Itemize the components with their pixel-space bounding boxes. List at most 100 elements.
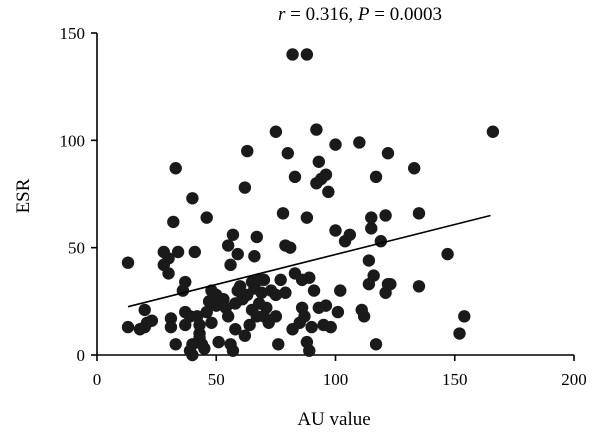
- data-point: [243, 318, 256, 332]
- data-point: [310, 123, 323, 136]
- x-tick-label: 0: [93, 370, 102, 389]
- data-point: [441, 247, 454, 261]
- data-point: [231, 247, 244, 261]
- data-point: [221, 239, 235, 252]
- data-point: [269, 288, 283, 302]
- data-point: [279, 286, 292, 299]
- data-point: [179, 275, 192, 289]
- data-point: [305, 320, 318, 334]
- data-point: [233, 280, 247, 293]
- data-point: [229, 323, 242, 336]
- data-point: [408, 162, 421, 175]
- data-point: [164, 312, 178, 325]
- x-tick-label: 200: [561, 370, 587, 389]
- data-point: [283, 241, 297, 254]
- data-point: [226, 344, 240, 357]
- data-point: [303, 271, 316, 284]
- data-point: [186, 192, 199, 205]
- data-point: [286, 48, 299, 61]
- data-point: [186, 348, 199, 362]
- data-point: [288, 170, 302, 184]
- data-point: [453, 327, 466, 340]
- data-point: [324, 320, 337, 334]
- data-point: [167, 215, 180, 229]
- data-point: [162, 252, 175, 265]
- data-point: [319, 299, 333, 312]
- data-point: [300, 211, 314, 224]
- x-tick-label: 100: [323, 370, 349, 389]
- data-point: [322, 185, 335, 199]
- title-r-symbol: r: [278, 4, 286, 25]
- data-point: [169, 338, 182, 351]
- data-point: [412, 280, 426, 293]
- ticks: 0 50 100 150 200 0 50 100 150: [60, 24, 587, 389]
- data-point: [381, 147, 395, 160]
- data-point: [384, 277, 397, 291]
- y-axis-label: ESR: [13, 178, 34, 213]
- data-point: [257, 273, 271, 287]
- data-point: [224, 258, 237, 272]
- fit-line-group: [127, 214, 491, 308]
- data-point: [365, 211, 378, 224]
- data-point: [138, 303, 151, 317]
- data-point: [248, 250, 261, 263]
- x-axis-label: AU value: [297, 409, 370, 430]
- data-point: [331, 305, 345, 319]
- data-point: [269, 125, 283, 138]
- data-point: [458, 310, 471, 323]
- data-point: [319, 168, 333, 181]
- data-point: [221, 310, 235, 323]
- data-point: [212, 335, 225, 349]
- data-point: [312, 155, 326, 168]
- data-point: [162, 267, 175, 280]
- data-point: [200, 211, 213, 224]
- data-point: [238, 181, 252, 194]
- regression-line: [127, 214, 491, 308]
- data-point: [343, 228, 357, 241]
- x-tick-label: 50: [208, 370, 225, 389]
- data-point: [329, 224, 342, 237]
- data-point: [307, 284, 321, 297]
- title-p-value: = 0.0003: [370, 4, 442, 25]
- data-point: [379, 209, 392, 222]
- data-point: [121, 320, 135, 334]
- data-point: [353, 136, 366, 149]
- title-p-symbol: P: [357, 4, 370, 25]
- data-point: [226, 228, 240, 241]
- data-point: [369, 338, 383, 351]
- data-point: [298, 310, 311, 323]
- data-point: [412, 207, 426, 220]
- data-point: [369, 170, 383, 184]
- data-point: [198, 342, 211, 355]
- data-point: [334, 284, 347, 297]
- data-point: [250, 230, 263, 244]
- data-point: [365, 222, 378, 235]
- data-point: [188, 245, 201, 259]
- chart-title: r = 0.316, P = 0.0003: [278, 4, 442, 25]
- y-tick-label: 0: [77, 346, 86, 365]
- data-point: [281, 147, 294, 160]
- y-tick-label: 50: [68, 239, 85, 258]
- title-r-value: = 0.316,: [285, 4, 357, 25]
- data-point: [274, 273, 287, 287]
- data-point: [362, 254, 376, 267]
- data-point: [255, 286, 268, 299]
- y-tick-label: 150: [60, 24, 86, 43]
- data-point: [260, 301, 273, 314]
- data-point: [205, 316, 218, 329]
- data-point: [329, 138, 342, 151]
- data-point: [272, 338, 285, 351]
- y-tick-label: 100: [60, 131, 86, 150]
- data-points: [121, 48, 500, 362]
- data-point: [121, 256, 135, 269]
- data-point: [193, 318, 206, 332]
- data-point: [200, 305, 213, 319]
- data-point: [367, 269, 380, 282]
- data-point: [164, 320, 178, 334]
- data-point: [357, 310, 371, 323]
- data-point: [238, 329, 252, 342]
- data-point: [145, 314, 159, 327]
- data-point: [269, 310, 283, 323]
- data-point: [303, 344, 316, 357]
